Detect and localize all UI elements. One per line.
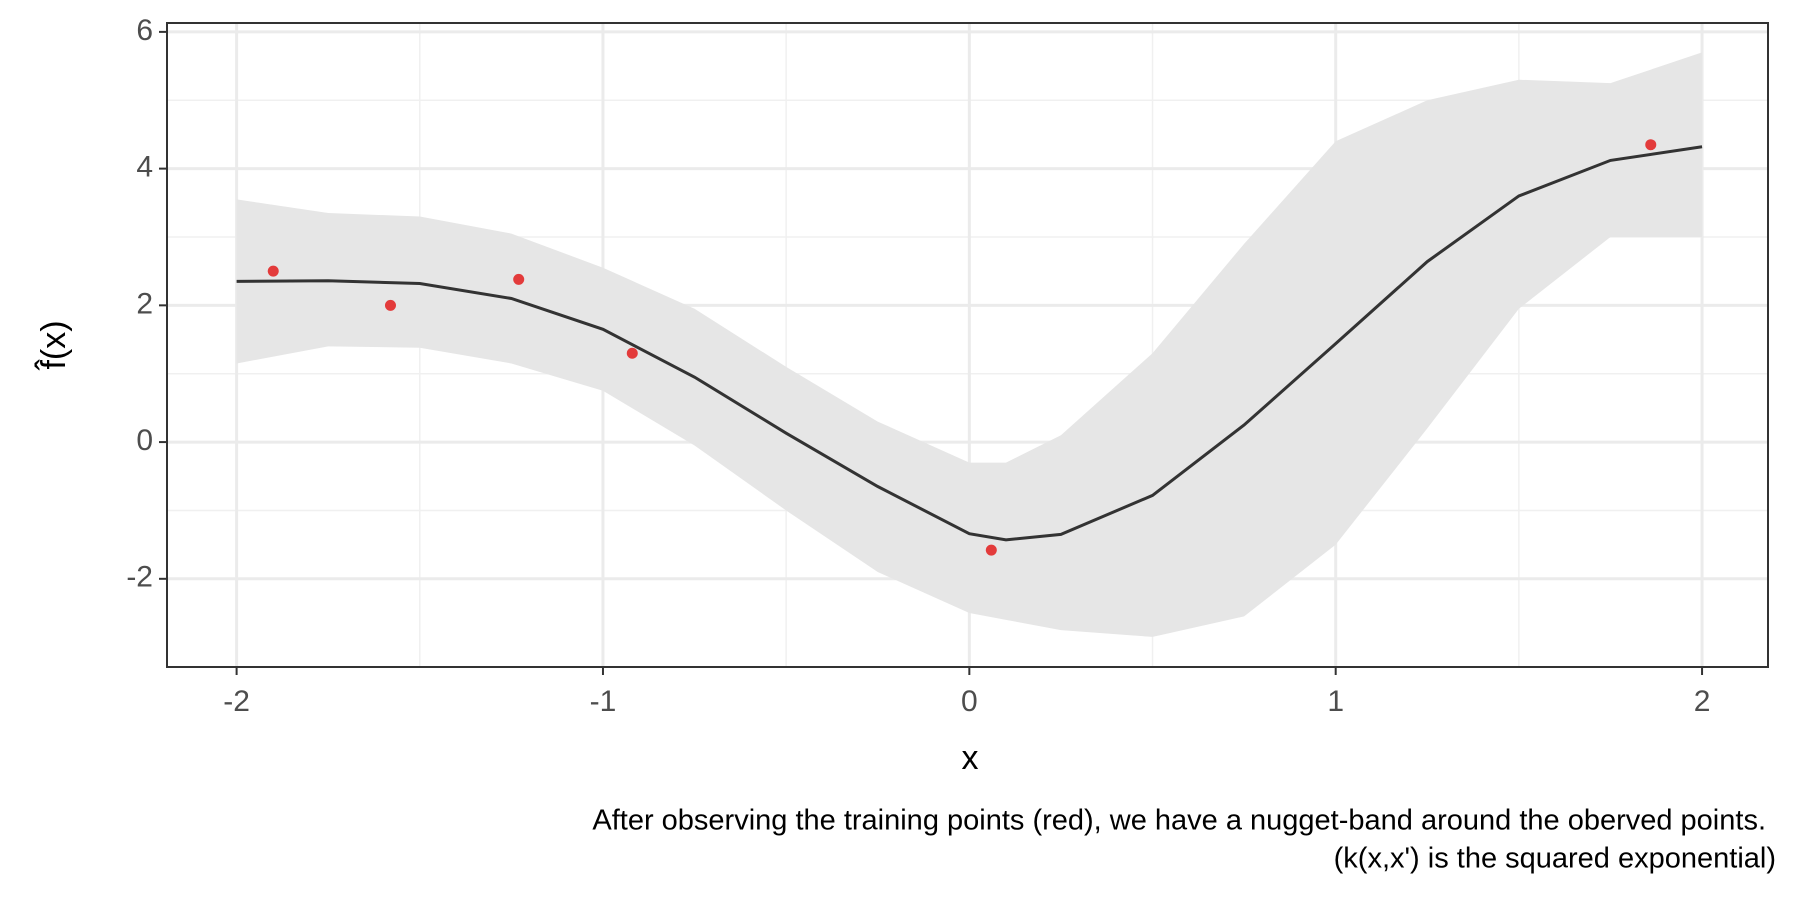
x-tick-label: 0 [961, 685, 978, 718]
y-tick-label: 6 [136, 14, 153, 47]
x-tick-label: -2 [223, 685, 250, 718]
x-axis-label: x [962, 739, 979, 777]
training-point [384, 299, 396, 311]
training-point [985, 544, 997, 556]
caption: After observing the training points (red… [592, 805, 1766, 837]
caption: (k(x,x') is the squared exponential) [1334, 843, 1776, 875]
training-point [513, 273, 525, 285]
y-tick-label: 4 [136, 151, 153, 184]
mean-line [236, 145, 1703, 542]
x-tick-label: -1 [590, 685, 617, 718]
confidence-band [236, 52, 1703, 637]
x-tick-label: 1 [1327, 685, 1344, 718]
y-axis-label: f̂(x) [34, 320, 73, 370]
panel-border [166, 22, 1769, 668]
y-tick-label: 2 [136, 287, 153, 320]
training-point [626, 347, 638, 359]
training-point [1645, 139, 1657, 151]
x-tick-label: 2 [1694, 685, 1711, 718]
y-tick-label: 0 [136, 424, 153, 457]
y-tick-label: -2 [126, 561, 153, 594]
training-point [267, 265, 279, 277]
